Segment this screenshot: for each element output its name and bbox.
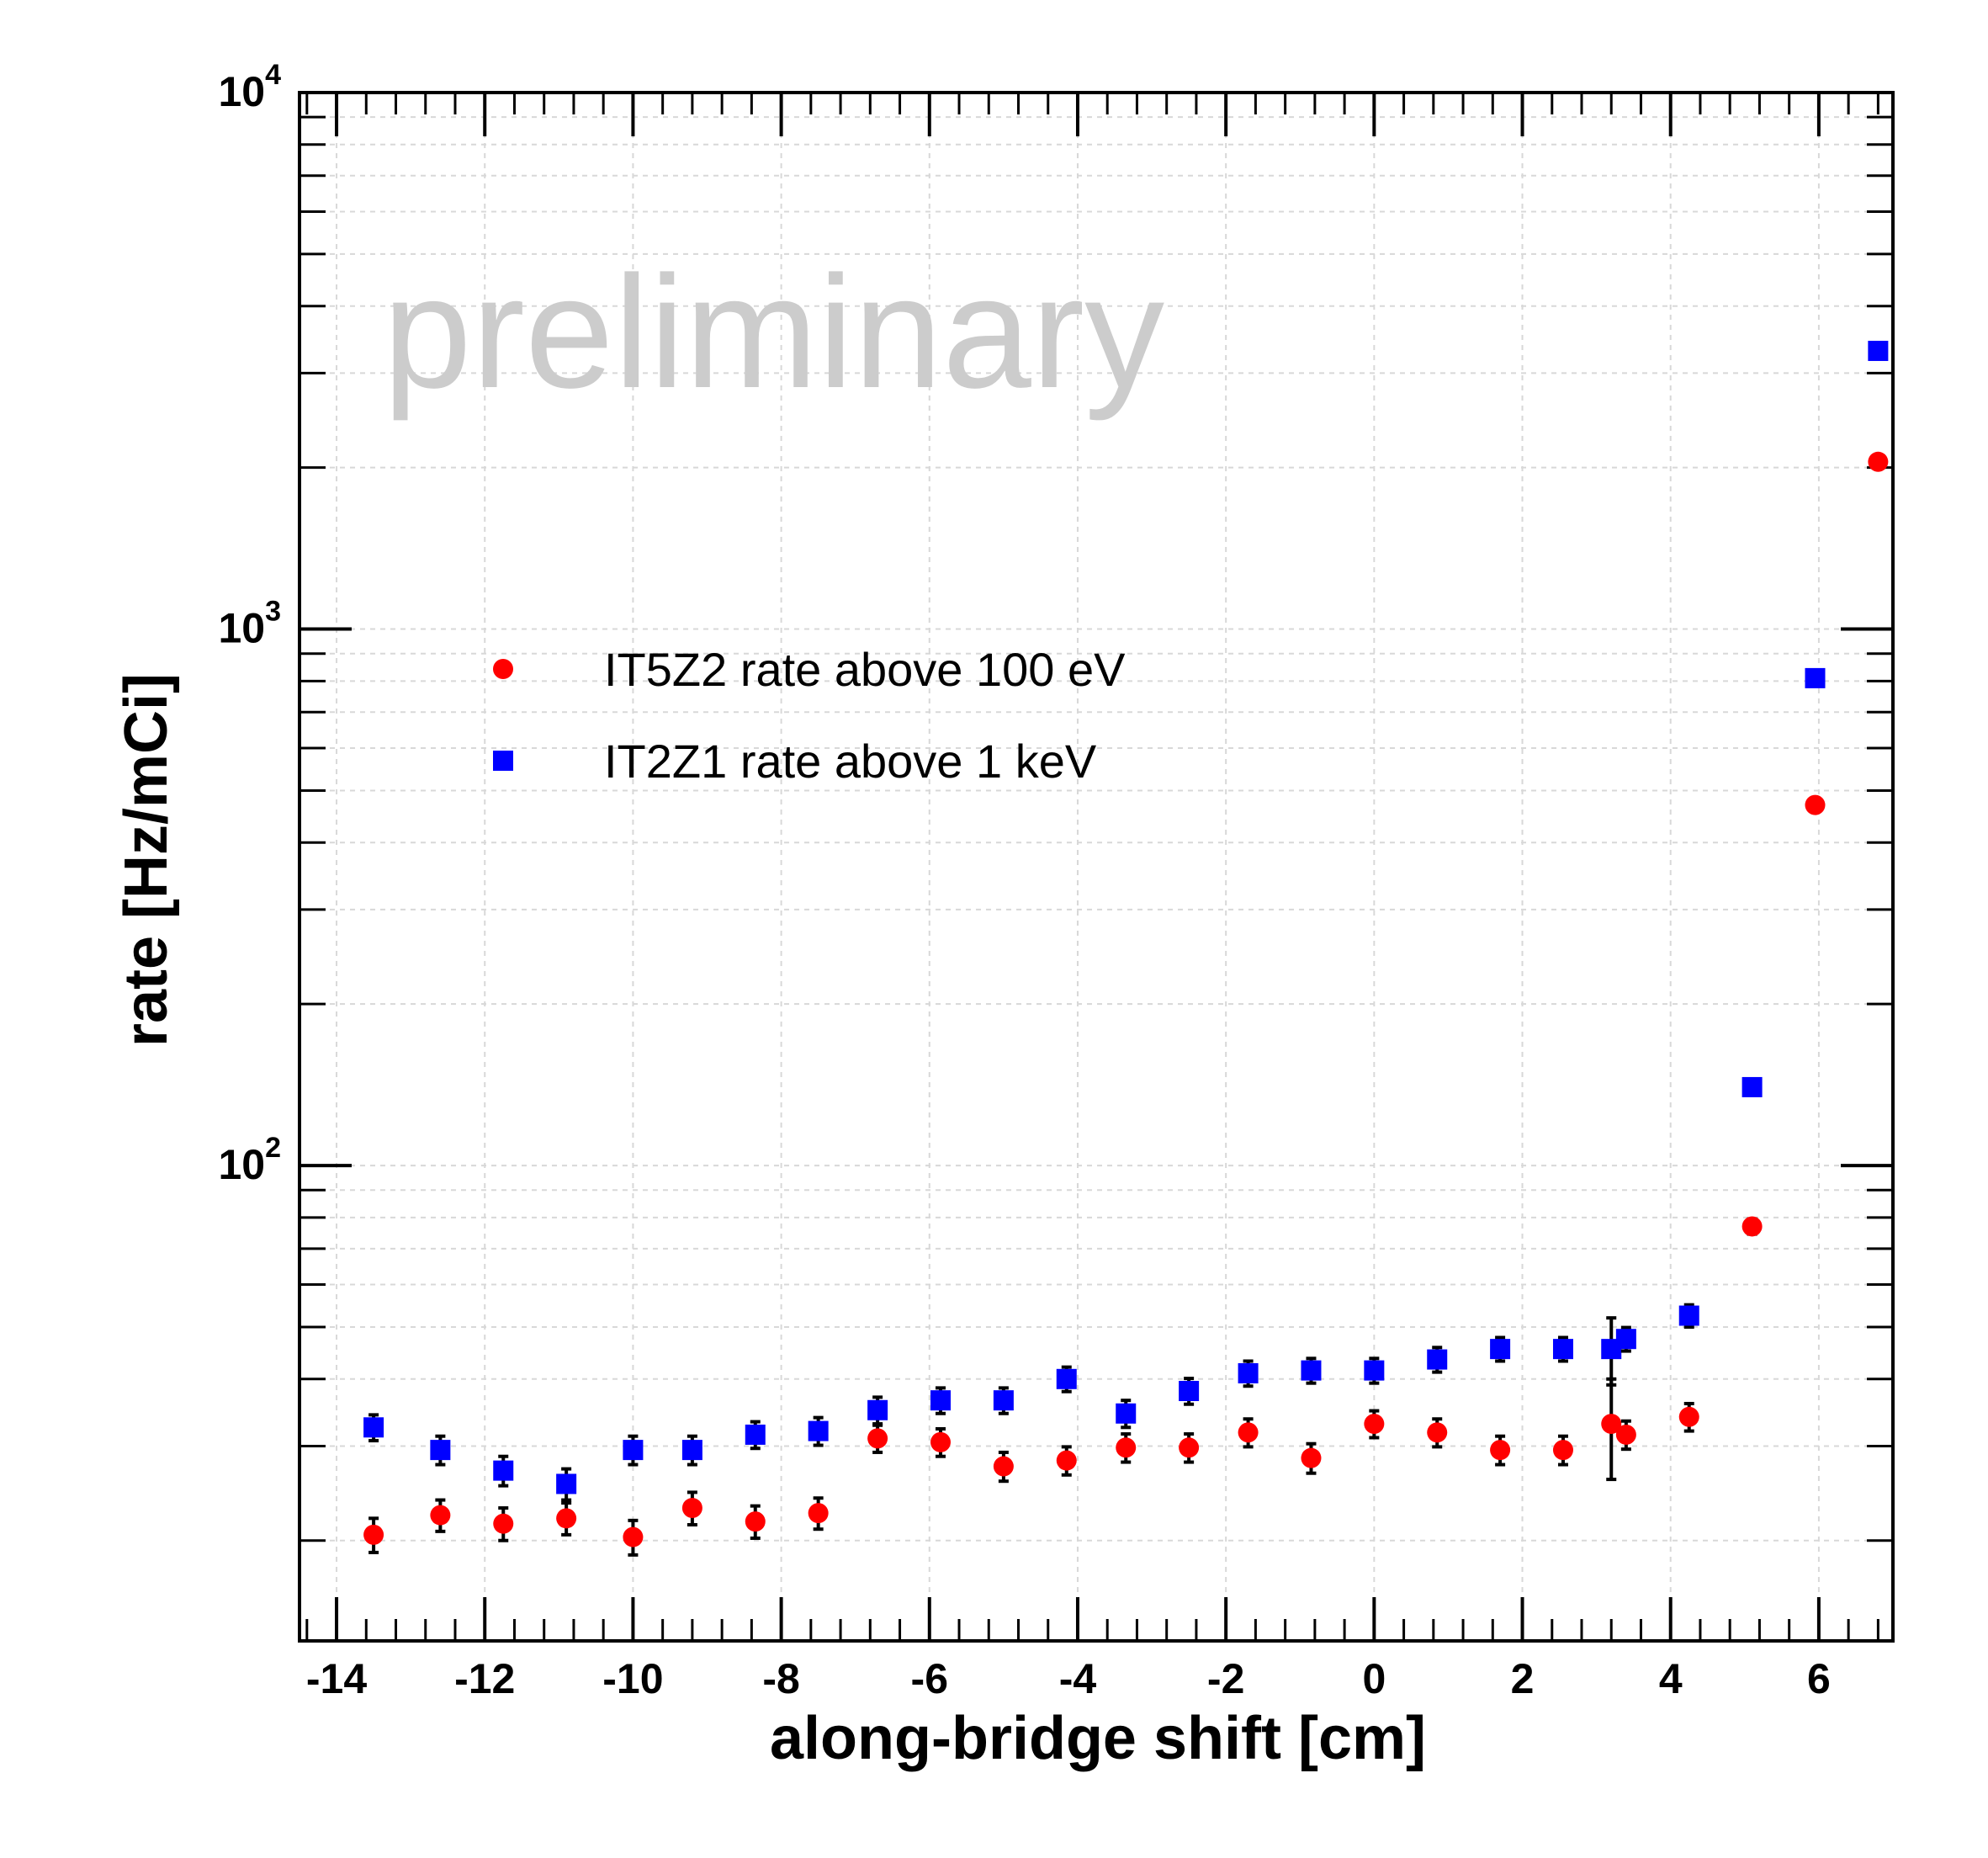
- data-point: [1179, 1437, 1200, 1458]
- data-point: [808, 1420, 829, 1441]
- data-point: [1615, 1424, 1636, 1445]
- data-point: [1238, 1422, 1259, 1443]
- data-point: [1552, 1440, 1573, 1461]
- data-point: [430, 1505, 451, 1526]
- data-point: [1301, 1360, 1322, 1381]
- data-point: [1741, 1216, 1763, 1237]
- data-point: [1868, 340, 1889, 361]
- y-axis-title: rate [Hz/mCi]: [113, 673, 180, 1047]
- x-axis-title: along-bridge shift [cm]: [770, 1705, 1426, 1772]
- data-point: [1805, 667, 1826, 688]
- x-tick-label: -12: [454, 1655, 515, 1702]
- data-point: [1741, 1076, 1763, 1097]
- y-tick-exponent: 2: [265, 1132, 281, 1164]
- data-point: [1868, 451, 1889, 472]
- x-tick-label: -4: [1059, 1655, 1097, 1702]
- data-point: [1805, 794, 1826, 815]
- data-point: [1116, 1437, 1137, 1458]
- x-tick-label: 4: [1659, 1655, 1683, 1702]
- x-tick-label: -10: [602, 1655, 663, 1702]
- data-point: [1364, 1414, 1385, 1435]
- data-point: [493, 1460, 514, 1481]
- data-point: [363, 1417, 384, 1438]
- data-point: [1301, 1447, 1322, 1468]
- data-point: [1364, 1360, 1385, 1381]
- legend-marker: [493, 751, 513, 771]
- x-tick-labels: -14 -12 -10 -8 -6 -4 -2 0 2 4 6: [306, 1655, 1831, 1702]
- series-layer: [363, 340, 1889, 1557]
- data-point: [867, 1428, 888, 1449]
- data-point: [993, 1390, 1014, 1411]
- series-it5z2: [363, 451, 1889, 1557]
- legend: IT5Z2 rate above 100 eV IT2Z1 rate above …: [493, 643, 1126, 788]
- x-tick-label: 2: [1511, 1655, 1535, 1702]
- data-point: [1490, 1440, 1511, 1461]
- data-point: [808, 1503, 829, 1524]
- data-point: [1490, 1339, 1511, 1360]
- x-tick-label: 6: [1807, 1655, 1831, 1702]
- grid: [300, 92, 1893, 1641]
- watermark-text: preliminary: [383, 243, 1164, 422]
- data-point: [1601, 1414, 1622, 1435]
- data-point: [681, 1498, 702, 1519]
- data-point: [1116, 1403, 1137, 1424]
- data-point: [745, 1424, 766, 1445]
- x-tick-label: 0: [1362, 1655, 1386, 1702]
- y-tick-label: 103: [218, 596, 281, 652]
- data-point: [745, 1511, 766, 1532]
- x-tick-label: -6: [911, 1655, 948, 1702]
- x-tick-label: -2: [1207, 1655, 1244, 1702]
- data-point: [1678, 1406, 1699, 1427]
- plot-frame: [298, 91, 1895, 1643]
- x-tick-label: -14: [306, 1655, 367, 1702]
- data-point: [1427, 1349, 1448, 1370]
- data-point: [430, 1440, 451, 1461]
- data-point: [1427, 1422, 1448, 1443]
- y-tick-base: 10: [218, 68, 265, 115]
- series-it2z1: [363, 340, 1889, 1502]
- axes: [298, 91, 1895, 1643]
- y-tick-label: 102: [218, 1132, 281, 1188]
- data-point: [930, 1390, 952, 1411]
- data-point: [930, 1431, 952, 1452]
- data-point: [623, 1526, 644, 1547]
- y-tick-base: 10: [218, 605, 265, 652]
- data-point: [623, 1440, 644, 1461]
- data-point: [681, 1440, 702, 1461]
- x-tick-label: -8: [762, 1655, 799, 1702]
- legend-marker: [493, 659, 513, 679]
- y-tick-base: 10: [218, 1141, 265, 1188]
- data-point: [993, 1456, 1014, 1477]
- y-tick-exponent: 3: [265, 596, 281, 628]
- y-tick-label: 104: [218, 59, 281, 115]
- data-point: [1238, 1362, 1259, 1383]
- data-point: [1552, 1339, 1573, 1360]
- data-point: [493, 1513, 514, 1534]
- data-point: [867, 1399, 888, 1420]
- data-point: [363, 1524, 384, 1545]
- data-point: [556, 1508, 577, 1529]
- data-point: [556, 1473, 577, 1494]
- data-point: [1056, 1450, 1077, 1471]
- data-point: [1056, 1368, 1077, 1389]
- data-point: [1179, 1381, 1200, 1402]
- data-point: [1615, 1329, 1636, 1350]
- legend-label: IT5Z2 rate above 100 eV: [604, 643, 1126, 696]
- legend-label: IT2Z1 rate above 1 keV: [604, 735, 1097, 788]
- data-point: [1678, 1305, 1699, 1326]
- y-tick-exponent: 4: [265, 59, 281, 91]
